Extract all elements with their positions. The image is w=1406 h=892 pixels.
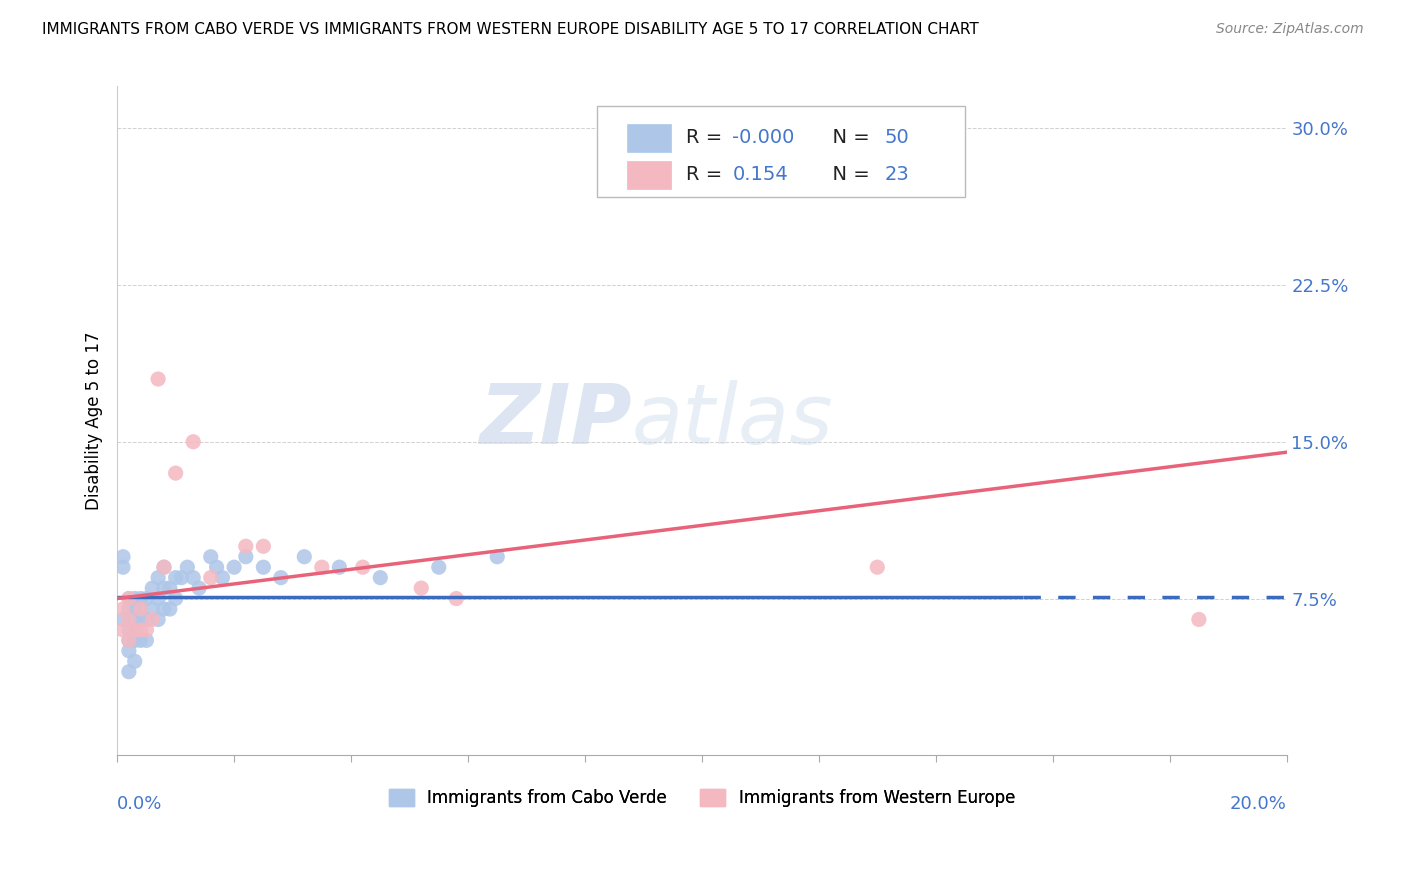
Point — [118, 591, 141, 606]
Point — [118, 665, 141, 679]
Point — [427, 560, 450, 574]
Point — [118, 633, 141, 648]
Point — [124, 623, 146, 637]
Text: 23: 23 — [884, 165, 910, 184]
Point — [141, 602, 163, 616]
Point — [153, 602, 176, 616]
Text: -0.000: -0.000 — [733, 128, 794, 147]
Point — [129, 602, 152, 616]
Point — [866, 560, 889, 574]
Point — [112, 623, 135, 637]
Point — [446, 591, 468, 606]
Text: N =: N = — [820, 165, 876, 184]
Point — [112, 549, 135, 564]
Point — [129, 633, 152, 648]
Point — [328, 560, 350, 574]
Point — [292, 549, 315, 564]
Point — [235, 549, 257, 564]
Point — [118, 644, 141, 658]
Point — [153, 560, 176, 574]
Point — [176, 560, 198, 574]
Point — [146, 372, 169, 386]
Text: N =: N = — [820, 128, 876, 147]
Point — [118, 602, 141, 616]
Point — [368, 571, 391, 585]
Point — [311, 560, 333, 574]
Point — [146, 571, 169, 585]
Point — [153, 560, 176, 574]
Point — [124, 623, 146, 637]
Point — [124, 612, 146, 626]
Text: Source: ZipAtlas.com: Source: ZipAtlas.com — [1216, 22, 1364, 37]
FancyBboxPatch shape — [596, 106, 965, 197]
Text: 20.0%: 20.0% — [1230, 796, 1286, 814]
Point — [141, 612, 163, 626]
Point — [165, 571, 187, 585]
Text: 0.0%: 0.0% — [117, 796, 163, 814]
Point — [205, 560, 228, 574]
Point — [141, 581, 163, 595]
Point — [235, 539, 257, 553]
Text: IMMIGRANTS FROM CABO VERDE VS IMMIGRANTS FROM WESTERN EUROPE DISABILITY AGE 5 TO: IMMIGRANTS FROM CABO VERDE VS IMMIGRANTS… — [42, 22, 979, 37]
FancyBboxPatch shape — [627, 161, 672, 189]
Point — [252, 539, 274, 553]
Point — [129, 602, 152, 616]
Text: atlas: atlas — [631, 380, 834, 461]
Point — [224, 560, 246, 574]
Point — [124, 654, 146, 668]
Legend: Immigrants from Cabo Verde, Immigrants from Western Europe: Immigrants from Cabo Verde, Immigrants f… — [382, 782, 1022, 814]
Point — [200, 549, 222, 564]
Y-axis label: Disability Age 5 to 17: Disability Age 5 to 17 — [86, 332, 103, 510]
Point — [411, 581, 433, 595]
Point — [252, 560, 274, 574]
Point — [124, 633, 146, 648]
Point — [486, 549, 509, 564]
Point — [129, 623, 152, 637]
Text: R =: R = — [686, 165, 728, 184]
Point — [112, 602, 135, 616]
Point — [153, 581, 176, 595]
Point — [146, 591, 169, 606]
Point — [211, 571, 233, 585]
Point — [135, 623, 157, 637]
Point — [112, 612, 135, 626]
Point — [159, 602, 181, 616]
Point — [118, 633, 141, 648]
Point — [118, 623, 141, 637]
Point — [181, 434, 204, 449]
Point — [129, 612, 152, 626]
Point — [146, 612, 169, 626]
Text: 50: 50 — [884, 128, 910, 147]
Point — [170, 571, 193, 585]
Point — [118, 591, 141, 606]
Point — [159, 581, 181, 595]
Point — [135, 591, 157, 606]
Point — [1188, 612, 1211, 626]
Point — [135, 612, 157, 626]
Point — [270, 571, 292, 585]
Point — [124, 602, 146, 616]
Point — [165, 466, 187, 480]
FancyBboxPatch shape — [627, 124, 672, 152]
Point — [112, 560, 135, 574]
Point — [129, 591, 152, 606]
Point — [188, 581, 211, 595]
Text: ZIP: ZIP — [479, 380, 631, 461]
Point — [352, 560, 374, 574]
Point — [118, 612, 141, 626]
Text: 0.154: 0.154 — [733, 165, 787, 184]
Point — [135, 633, 157, 648]
Text: R =: R = — [686, 128, 728, 147]
Point — [165, 591, 187, 606]
Point — [200, 571, 222, 585]
Point — [181, 571, 204, 585]
Point — [124, 591, 146, 606]
